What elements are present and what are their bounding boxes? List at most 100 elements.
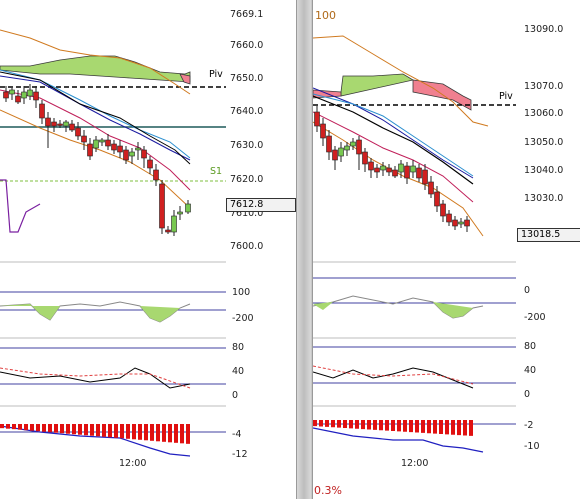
left-chart-window[interactable]: 7669.1 7660.0 7650.0 7640.0 7630.0 7620.… [0,0,297,499]
left-candle [21,91,27,99]
right-lower-band-line [313,121,484,237]
right-candle [362,151,368,165]
left-time-label: 12:00 [119,458,147,469]
right-macd-bar [457,420,461,436]
right-candle [410,165,416,173]
right-macd-bar [397,420,401,432]
right-candle [440,203,446,217]
right-price-tick: 13090.0 [524,24,564,35]
left-candle [117,145,123,153]
right-candle [380,165,386,171]
right-macd-bar [385,420,389,431]
left-candle [177,211,183,215]
left-macd-bar [6,424,10,429]
right-stoch-tick: 80 [524,341,537,352]
left-ichimoku-cloud-red [179,73,191,85]
right-ichimoku-cloud-red [412,79,472,111]
right-candle [356,139,362,155]
right-candle [458,221,464,225]
left-macd-tick: -4 [232,429,242,440]
right-macd-bar [373,420,377,430]
left-cci-tick: 100 [232,287,251,298]
left-candle [141,149,147,159]
left-macd-bar [78,424,82,435]
right-candle [452,219,458,227]
right-candle [374,167,380,173]
right-cci-area [313,302,333,310]
right-candle [434,191,440,207]
left-candle [185,203,191,213]
left-macd-bar [0,424,4,429]
right-chart-window[interactable]: 100 13090.0 13070.0 13060.0 13050.0 1304… [312,0,580,499]
left-macd-bar [180,424,184,444]
left-macd-bar [144,424,148,441]
window-splitter[interactable] [297,0,311,499]
left-macd-bar [102,424,106,437]
left-macd-bar [132,424,136,440]
right-macd-bar [379,420,383,431]
left-macd-bar [60,424,64,434]
left-cci-area [0,304,60,320]
left-candle [33,91,39,101]
left-price-tick: 7640.0 [230,106,264,117]
left-price-tick: 7630.0 [230,140,264,151]
left-candle [81,135,87,143]
right-ichimoku-cloud [340,73,415,97]
left-macd-bar [72,424,76,435]
right-candle [428,181,434,195]
right-macd-bar [451,420,455,435]
left-purple-line [0,179,41,233]
right-price-tick: 13040.0 [524,165,564,176]
left-macd-bar [168,424,172,443]
right-candle [338,147,344,157]
left-macd-bar [162,424,166,442]
left-s1-label: S1 [210,166,223,177]
right-price-axis: 13090.0 13070.0 13060.0 13050.0 13040.0 … [516,0,580,499]
right-stoch-d-line [313,365,474,385]
right-candle [404,165,410,179]
right-candle [398,163,404,173]
left-candle [39,103,45,119]
left-price-tick: 7600.0 [230,241,264,252]
right-macd-bar [313,420,317,427]
right-corner-value: 100 [315,9,336,22]
right-candle [344,145,350,151]
left-stoch-d-line [0,367,191,389]
right-macd-bar [325,420,329,427]
left-macd-bar [96,424,100,437]
right-macd-bar [367,420,371,430]
right-cci-tick: -200 [524,312,546,323]
right-candle [422,169,428,185]
right-pivot-label: Piv [499,91,513,102]
left-current-price-box: 7612.8 [226,198,296,212]
left-candle [111,143,117,151]
left-macd-bar [42,424,46,432]
left-macd-bar [90,424,94,436]
left-price-tick: 7620.0 [230,174,264,185]
left-candle [123,149,129,161]
left-candle [69,123,75,131]
left-macd-bar [120,424,124,439]
left-macd-bar [18,424,22,430]
right-price-tick: 13070.0 [524,81,564,92]
left-candle [15,95,21,103]
right-chart-canvas[interactable] [313,0,580,499]
right-candle [416,167,422,179]
right-macd-bar [391,420,395,431]
right-cci-area [433,302,473,318]
left-candle [105,139,111,147]
right-macd-bar [355,420,359,429]
left-cci-tick: -200 [232,313,254,324]
left-chart-canvas[interactable] [0,0,296,499]
right-current-price-box: 13018.5 [517,228,580,242]
left-stoch-tick: 40 [232,366,245,377]
right-ma-black-line [313,95,474,185]
right-stoch-k-line [313,367,474,389]
right-macd-bar [319,420,323,427]
left-candle [75,127,81,137]
right-candle [392,169,398,177]
left-price-tick: 7610.0 [230,208,264,219]
left-macd-bar [84,424,88,436]
left-ma-black-line [0,71,191,165]
left-macd-bar [126,424,130,439]
